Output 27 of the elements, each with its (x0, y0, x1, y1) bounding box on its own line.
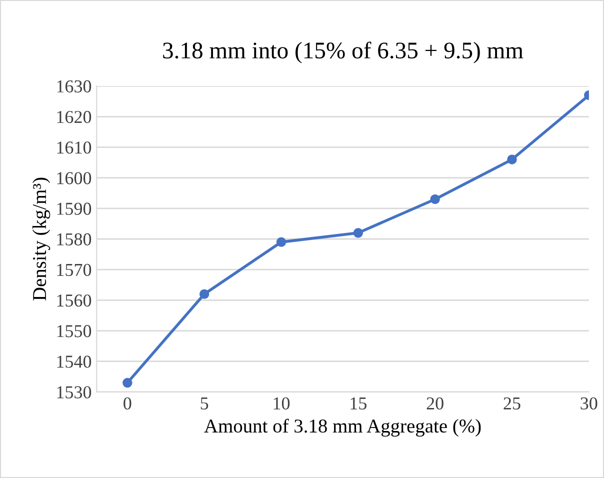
point (430, 194, 440, 204)
x-tick-label: 10 (274, 397, 290, 410)
x-tick-label: 0 (124, 397, 132, 410)
x-tick-label: 30 (580, 397, 598, 410)
chart-title: 3.18 mm into (15% of 6.35 + 9.5) mm (163, 42, 524, 64)
x-tick-label: 20 (426, 397, 444, 410)
y-tick-label: 1600 (57, 172, 92, 184)
y-tick-label: 1590 (57, 202, 92, 215)
point (507, 154, 517, 164)
x-tick-label: 15 (350, 397, 366, 410)
y-tick-label: 1630 (57, 80, 92, 92)
y-tick-label: 1570 (57, 264, 92, 276)
y-tick-label: 1530 (57, 386, 92, 398)
y-axis-title: Density (kg/m³) (32, 178, 50, 300)
y-tick-label: 1550 (57, 325, 92, 338)
y-tick-label: 1540 (57, 356, 92, 368)
point (122, 378, 132, 388)
x-tick-label: 5 (200, 398, 208, 410)
point (276, 237, 286, 247)
y-tick-label: 1620 (57, 110, 92, 124)
y-tick-label: 1560 (57, 294, 92, 307)
y-tick-label: 1580 (57, 233, 92, 246)
y-tick-label: 1610 (57, 141, 92, 154)
point (353, 228, 364, 238)
x-tick-label: 25 (504, 397, 520, 410)
point (199, 289, 210, 299)
x-axis-title: Amount of 3.18 mm Aggregate (%) (204, 418, 481, 437)
